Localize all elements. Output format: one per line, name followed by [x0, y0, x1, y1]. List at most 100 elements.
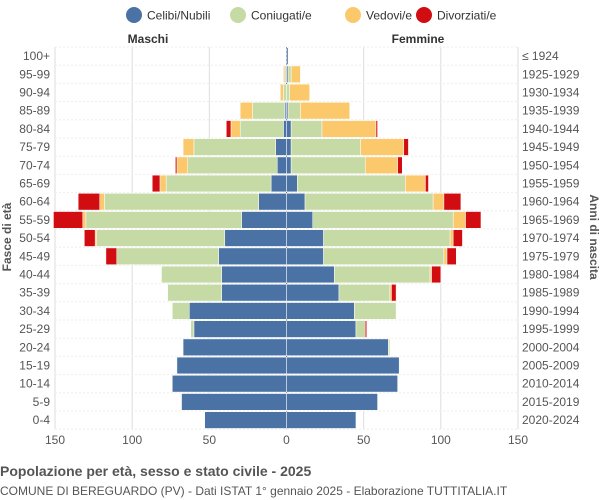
- bar-female-Coniugati/e: [290, 120, 323, 138]
- birth-year-label: 1965-1969: [522, 213, 580, 227]
- bars: [53, 47, 482, 429]
- bar-male-Vedovi/e: [99, 193, 105, 211]
- bar-male-Celibi/Nubili: [258, 193, 287, 211]
- bar-female-Vedovi/e: [300, 102, 351, 120]
- age-group-label: 80-84: [19, 122, 50, 136]
- bar-male-Celibi/Nubili: [176, 356, 287, 375]
- bar-female-Vedovi/e: [290, 65, 301, 83]
- legend-marker: [416, 7, 432, 23]
- bar-female-Divorziati/e: [375, 120, 378, 138]
- age-group-label: 35-39: [19, 286, 50, 300]
- bar-female-Divorziati/e: [446, 247, 457, 265]
- y-axis-title-right: Anni di nascita: [587, 194, 600, 280]
- age-group-label: 50-54: [19, 231, 50, 245]
- birth-year-label: 1985-1989: [522, 286, 580, 300]
- birth-year-label: 1995-1999: [522, 322, 580, 336]
- birth-year-label: 1950-1954: [522, 158, 580, 172]
- bar-male-Vedovi/e: [280, 83, 284, 102]
- bar-male-Vedovi/e: [182, 138, 195, 156]
- bar-female-Coniugati/e: [290, 156, 366, 174]
- birth-year-label: 2015-2019: [522, 395, 580, 409]
- bar-female-Celibi/Nubili: [286, 356, 400, 375]
- bar-female-Coniugati/e: [290, 138, 361, 156]
- bar-female-Celibi/Nubili: [286, 284, 340, 302]
- birth-year-label: 1960-1964: [522, 195, 580, 209]
- birth-year-label: 1940-1944: [522, 122, 580, 136]
- bar-female-Vedovi/e: [443, 247, 448, 265]
- bar-male-Divorziati/e: [53, 211, 84, 229]
- bar-female-Coniugati/e: [334, 265, 431, 284]
- bar-female-Coniugati/e: [338, 284, 391, 302]
- bar-male-Celibi/Nubili: [275, 138, 287, 156]
- bar-male-Coniugati/e: [187, 156, 278, 174]
- x-axis-tick-labels: 150 100 50 0 50 100 150: [45, 433, 528, 447]
- age-group-label: 95-99: [19, 67, 50, 81]
- bar-male-Celibi/Nubili: [276, 156, 287, 174]
- legend-marker: [126, 7, 142, 23]
- bar-female-Celibi/Nubili: [286, 265, 335, 284]
- legend-label: Coniugati/e: [251, 9, 312, 23]
- bar-male-Vedovi/e: [159, 174, 167, 193]
- age-group-label: 65-69: [19, 177, 50, 191]
- bar-female-Divorziati/e: [425, 174, 429, 193]
- bar-female-Celibi/Nubili: [286, 193, 306, 211]
- bar-female-Divorziati/e: [452, 229, 463, 247]
- bar-female-Divorziati/e: [397, 156, 403, 174]
- birth-year-label: 1925-1929: [522, 67, 580, 81]
- bar-female-Celibi/Nubili: [286, 174, 298, 193]
- bar-female-Celibi/Nubili: [286, 320, 357, 338]
- bar-female-Coniugati/e: [323, 229, 451, 247]
- bar-male-Coniugati/e: [96, 229, 226, 247]
- bar-male-Coniugati/e: [283, 83, 287, 102]
- bar-female-Celibi/Nubili: [286, 138, 292, 156]
- bar-male-Celibi/Nubili: [221, 284, 287, 302]
- age-group-label: 100+: [23, 49, 50, 63]
- bar-female-Divorziati/e: [443, 193, 462, 211]
- bar-female-Vedovi/e: [449, 229, 454, 247]
- bar-female-Celibi/Nubili: [286, 375, 398, 393]
- legend-marker: [230, 7, 246, 23]
- birth-year-label: 1980-1984: [522, 268, 580, 282]
- age-group-label: 25-29: [19, 322, 50, 336]
- birth-year-label: 1930-1934: [522, 86, 580, 100]
- bar-female-Divorziati/e: [465, 211, 482, 229]
- bar-male-Vedovi/e: [283, 65, 286, 83]
- bar-female-Celibi/Nubili: [286, 247, 324, 265]
- bar-male-Coniugati/e: [85, 211, 242, 229]
- age-group-label: 5-9: [33, 395, 51, 409]
- bar-female-Divorziati/e: [403, 138, 409, 156]
- age-group-label: 55-59: [19, 213, 50, 227]
- birth-year-label: 2020-2024: [522, 413, 580, 427]
- bar-female-Celibi/Nubili: [286, 47, 289, 65]
- bar-male-Celibi/Nubili: [221, 265, 287, 284]
- chart-title: Popolazione per età, sesso e stato civil…: [0, 463, 312, 479]
- age-group-label: 30-34: [19, 304, 50, 318]
- birth-year-label: 2005-2009: [522, 359, 580, 373]
- gridlines: [54, 46, 519, 430]
- bar-male-Divorziati/e: [77, 193, 101, 211]
- bar-female-Coniugati/e: [388, 338, 391, 356]
- x-tick-label: 50: [357, 433, 371, 447]
- males-side-label: Maschi: [128, 32, 169, 46]
- bar-male-Vedovi/e: [176, 156, 188, 174]
- chart-subtitle: COMUNE DI BEREGUARDO (PV) - Dati ISTAT 1…: [0, 484, 508, 498]
- birth-year-label: 2000-2004: [522, 340, 580, 354]
- age-group-label: 75-79: [19, 140, 50, 154]
- age-group-label: 90-94: [19, 86, 50, 100]
- birth-year-label: 1935-1939: [522, 104, 580, 118]
- age-group-label: 60-64: [19, 195, 50, 209]
- bar-male-Coniugati/e: [161, 265, 222, 284]
- age-group-tick-labels: 100+ 95-99 90-94 85-89 80-84 75-79 70-74 65-69 6…: [19, 49, 50, 427]
- bar-female-Coniugati/e: [312, 211, 454, 229]
- bar-male-Vedovi/e: [230, 120, 241, 138]
- x-tick-label: 100: [122, 433, 142, 447]
- bar-male-Celibi/Nubili: [182, 338, 287, 356]
- birth-year-label: 1990-1994: [522, 304, 580, 318]
- bar-male-Celibi/Nubili: [172, 375, 287, 393]
- bar-male-Celibi/Nubili: [270, 174, 287, 193]
- bar-female-Coniugati/e: [287, 102, 301, 120]
- legend-label: Celibi/Nubili: [147, 9, 210, 23]
- birth-year-label: 2010-2014: [522, 377, 580, 391]
- y-axis-title-left: Fasce di età: [0, 202, 14, 271]
- legend-label: Vedovi/e: [366, 9, 412, 23]
